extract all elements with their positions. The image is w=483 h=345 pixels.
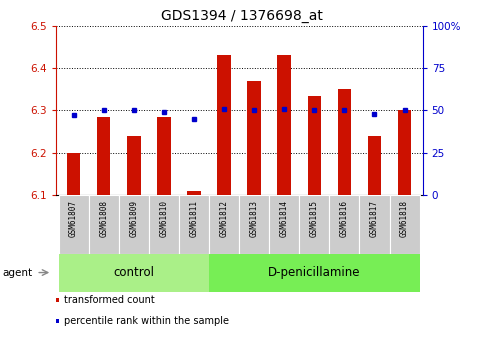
Bar xyxy=(56,319,59,323)
Text: GSM61814: GSM61814 xyxy=(280,200,289,237)
Bar xyxy=(359,195,389,254)
Bar xyxy=(368,136,381,195)
Bar xyxy=(329,195,359,254)
Text: GSM61813: GSM61813 xyxy=(250,200,258,237)
Bar xyxy=(389,195,420,254)
Bar xyxy=(239,195,269,254)
Text: GSM61807: GSM61807 xyxy=(69,200,78,237)
Bar xyxy=(398,110,412,195)
Bar xyxy=(247,81,261,195)
Text: control: control xyxy=(114,266,154,279)
Text: GSM61818: GSM61818 xyxy=(400,200,409,237)
Text: GSM61812: GSM61812 xyxy=(220,200,228,237)
Text: GSM61817: GSM61817 xyxy=(370,200,379,237)
Bar xyxy=(119,195,149,254)
Text: GSM61811: GSM61811 xyxy=(189,200,199,237)
Text: D-penicillamine: D-penicillamine xyxy=(268,266,360,279)
Bar xyxy=(56,298,59,302)
Bar xyxy=(209,195,239,254)
Bar xyxy=(217,56,231,195)
Bar xyxy=(308,96,321,195)
Bar xyxy=(209,254,420,292)
Bar xyxy=(187,191,201,195)
Bar xyxy=(299,195,329,254)
Bar xyxy=(67,152,80,195)
Text: percentile rank within the sample: percentile rank within the sample xyxy=(64,316,229,326)
Bar xyxy=(89,195,119,254)
Bar xyxy=(269,195,299,254)
Text: transformed count: transformed count xyxy=(64,295,155,305)
Text: GSM61810: GSM61810 xyxy=(159,200,169,237)
Bar xyxy=(277,56,291,195)
Bar xyxy=(58,195,89,254)
Bar xyxy=(157,117,170,195)
Bar xyxy=(338,89,351,195)
Bar xyxy=(58,254,209,292)
Text: GSM61816: GSM61816 xyxy=(340,200,349,237)
Bar xyxy=(179,195,209,254)
Text: GDS1394 / 1376698_at: GDS1394 / 1376698_at xyxy=(160,9,323,23)
Text: GSM61815: GSM61815 xyxy=(310,200,319,237)
Text: GSM61808: GSM61808 xyxy=(99,200,108,237)
Text: agent: agent xyxy=(2,268,32,277)
Bar xyxy=(127,136,141,195)
Bar xyxy=(97,117,111,195)
Text: GSM61809: GSM61809 xyxy=(129,200,138,237)
Bar xyxy=(149,195,179,254)
